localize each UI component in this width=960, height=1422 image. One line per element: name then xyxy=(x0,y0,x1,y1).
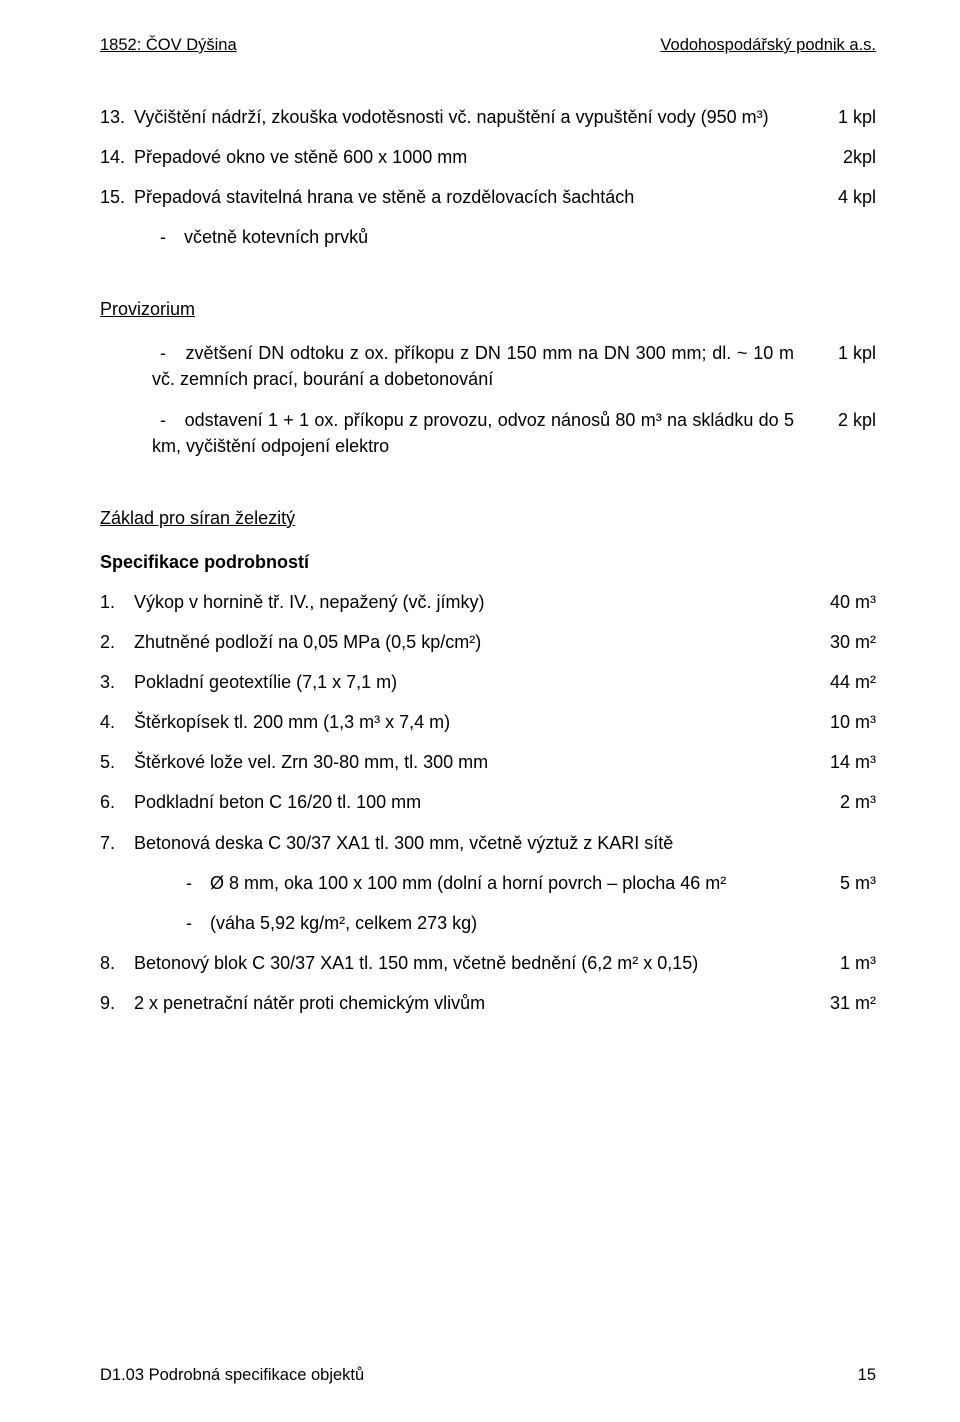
item-value: 44 m² xyxy=(806,669,876,695)
item-value: 2 m³ xyxy=(806,789,876,815)
item-15: 15.Přepadová stavitelná hrana ve stěně a… xyxy=(100,184,876,210)
dash-bullet xyxy=(152,224,174,250)
item-text: Betonový blok C 30/37 XA1 tl. 150 mm, vč… xyxy=(134,953,698,973)
subitem-text: zvětšení DN odtoku z ox. příkopu z DN 15… xyxy=(152,343,794,389)
footer-left: D1.03 Podrobná specifikace objektů xyxy=(100,1364,364,1388)
item-value: 2 kpl xyxy=(806,407,876,433)
item-number: 8. xyxy=(100,950,134,976)
item-text: Betonová deska C 30/37 XA1 tl. 300 mm, v… xyxy=(134,833,673,853)
item-text: Pokladní geotextílie (7,1 x 7,1 m) xyxy=(134,672,397,692)
item-text: Štěrkopísek tl. 200 mm (1,3 m³ x 7,4 m) xyxy=(134,712,450,732)
item-number: 6. xyxy=(100,789,134,815)
item-text: Vyčištění nádrží, zkouška vodotěsnosti v… xyxy=(134,107,769,127)
item-value: 30 m² xyxy=(806,629,876,655)
spec-item-2: 2.Zhutněné podloží na 0,05 MPa (0,5 kp/c… xyxy=(100,629,876,655)
page: 1852: ČOV Dýšina Vodohospodářský podnik … xyxy=(0,0,960,1422)
item-number: 2. xyxy=(100,629,134,655)
item-text: Přepadové okno ve stěně 600 x 1000 mm xyxy=(134,147,467,167)
item-value: 4 kpl xyxy=(806,184,876,210)
header-right: Vodohospodářský podnik a.s. xyxy=(660,34,876,58)
item-text: Přepadová stavitelná hrana ve stěně a ro… xyxy=(134,187,634,207)
item-value: 40 m³ xyxy=(806,589,876,615)
item-number: 9. xyxy=(100,990,134,1016)
item-text: 2 x penetrační nátěr proti chemickým vli… xyxy=(134,993,485,1013)
dash-bullet xyxy=(178,870,200,896)
item-15-sub: včetně kotevních prvků xyxy=(100,224,876,250)
item-value: 10 m³ xyxy=(806,709,876,735)
item-value: 5 m³ xyxy=(806,870,876,896)
dash-bullet xyxy=(152,407,174,433)
dash-bullet xyxy=(152,340,174,366)
item-text: Výkop v hornině tř. IV., nepažený (vč. j… xyxy=(134,592,484,612)
section-zaklad: Základ pro síran železitý xyxy=(100,505,876,531)
prov-item-2: odstavení 1 + 1 ox. příkopu z provozu, o… xyxy=(100,407,876,459)
item-number: 7. xyxy=(100,830,134,856)
item-text: Zhutněné podloží na 0,05 MPa (0,5 kp/cm²… xyxy=(134,632,481,652)
spec-item-7a: Ø 8 mm, oka 100 x 100 mm (dolní a horní … xyxy=(100,870,876,896)
spec-subtitle: Specifikace podrobností xyxy=(100,549,876,575)
item-value: 1 m³ xyxy=(806,950,876,976)
section-provizorium: Provizorium xyxy=(100,296,876,322)
spec-item-3: 3.Pokladní geotextílie (7,1 x 7,1 m) 44 … xyxy=(100,669,876,695)
subitem-text: Ø 8 mm, oka 100 x 100 mm (dolní a horní … xyxy=(210,873,726,893)
item-number: 5. xyxy=(100,749,134,775)
header-left: 1852: ČOV Dýšina xyxy=(100,34,237,58)
spec-item-9: 9.2 x penetrační nátěr proti chemickým v… xyxy=(100,990,876,1016)
item-value: 1 kpl xyxy=(806,340,876,366)
item-14: 14.Přepadové okno ve stěně 600 x 1000 mm… xyxy=(100,144,876,170)
subitem-text: včetně kotevních prvků xyxy=(184,227,368,247)
item-value: 31 m² xyxy=(806,990,876,1016)
subitem-text: (váha 5,92 kg/m², celkem 273 kg) xyxy=(210,913,477,933)
spec-item-7b: (váha 5,92 kg/m², celkem 273 kg) xyxy=(100,910,876,936)
item-text: Podkladní beton C 16/20 tl. 100 mm xyxy=(134,792,421,812)
spec-item-6: 6.Podkladní beton C 16/20 tl. 100 mm 2 m… xyxy=(100,789,876,815)
item-text: Štěrkové lože vel. Zrn 30-80 mm, tl. 300… xyxy=(134,752,488,772)
item-value: 1 kpl xyxy=(806,104,876,130)
dash-bullet xyxy=(178,910,200,936)
spec-item-7: 7.Betonová deska C 30/37 XA1 tl. 300 mm,… xyxy=(100,830,876,856)
item-13: 13.Vyčištění nádrží, zkouška vodotěsnost… xyxy=(100,104,876,130)
spec-item-1: 1.Výkop v hornině tř. IV., nepažený (vč.… xyxy=(100,589,876,615)
page-header: 1852: ČOV Dýšina Vodohospodářský podnik … xyxy=(100,34,876,58)
item-value: 14 m³ xyxy=(806,749,876,775)
item-number: 13. xyxy=(100,104,134,130)
footer-page-number: 15 xyxy=(858,1364,876,1388)
spec-item-5: 5.Štěrkové lože vel. Zrn 30-80 mm, tl. 3… xyxy=(100,749,876,775)
spec-item-4: 4.Štěrkopísek tl. 200 mm (1,3 m³ x 7,4 m… xyxy=(100,709,876,735)
subitem-text: odstavení 1 + 1 ox. příkopu z provozu, o… xyxy=(152,410,794,456)
item-number: 15. xyxy=(100,184,134,210)
item-number: 3. xyxy=(100,669,134,695)
item-number: 4. xyxy=(100,709,134,735)
item-number: 1. xyxy=(100,589,134,615)
spec-item-8: 8.Betonový blok C 30/37 XA1 tl. 150 mm, … xyxy=(100,950,876,976)
item-value: 2kpl xyxy=(806,144,876,170)
item-number: 14. xyxy=(100,144,134,170)
page-footer: D1.03 Podrobná specifikace objektů 15 xyxy=(100,1364,876,1388)
prov-item-1: zvětšení DN odtoku z ox. příkopu z DN 15… xyxy=(100,340,876,392)
